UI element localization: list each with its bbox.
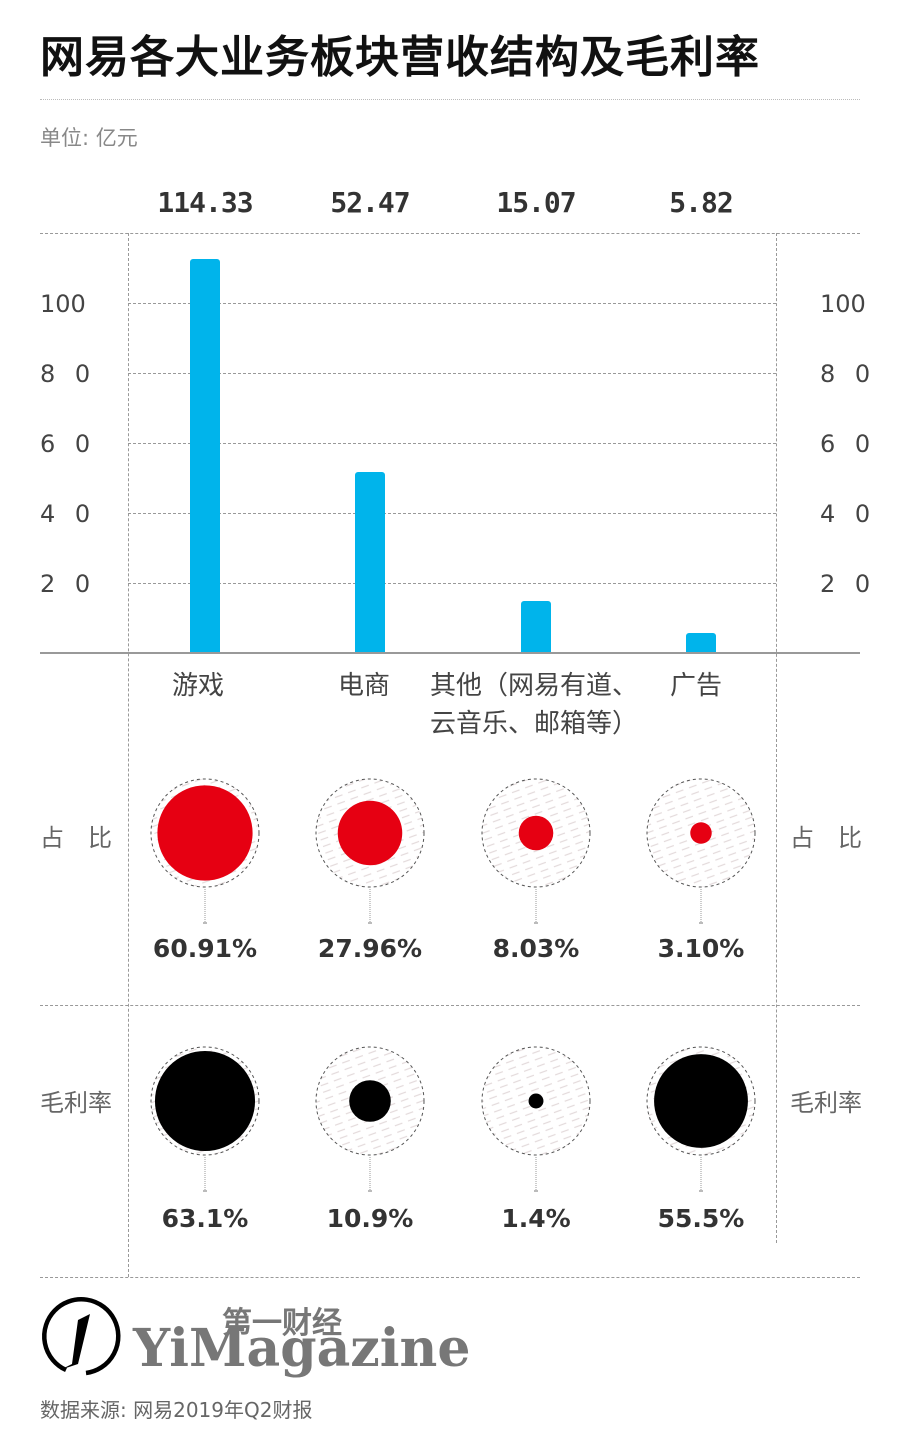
- y-tick-left: 100: [40, 290, 86, 318]
- row-label-share: 占 比: [40, 824, 112, 852]
- share-bubbles: [150, 778, 756, 924]
- bubble-value: [349, 1080, 391, 1122]
- y-tick-left: 2 0: [40, 570, 97, 598]
- logo-chinese-name: 第一财经: [222, 1306, 342, 1341]
- row-divider: [40, 1005, 860, 1006]
- share-value: 27.96%: [317, 934, 423, 963]
- bubble-value: [154, 1050, 256, 1152]
- bar-value-label: 5.82: [669, 186, 733, 219]
- bubble-value: [518, 815, 554, 851]
- y-tick-right: 6 0: [820, 430, 877, 458]
- y-tick-left: 8 0: [40, 360, 97, 388]
- gridline-20: [128, 583, 776, 584]
- bubble-value: [157, 785, 253, 881]
- y-tick-right: 100: [820, 290, 866, 318]
- row-label-margin-right: 毛利率: [790, 1089, 862, 1117]
- margin-value: 55.5%: [657, 1204, 745, 1233]
- x-axis-baseline: [40, 652, 860, 654]
- bar-value-label: 114.33: [157, 186, 253, 219]
- bottom-divider: [40, 1277, 860, 1278]
- y-tick-left: 4 0: [40, 500, 97, 528]
- bar-others: [521, 601, 551, 653]
- gridline-60: [128, 443, 776, 444]
- share-value: 3.10%: [657, 934, 745, 963]
- gridline-top: [40, 233, 860, 234]
- y-tick-right: 2 0: [820, 570, 877, 598]
- margin-value: 63.1%: [161, 1204, 249, 1233]
- bar-ecommerce: [355, 472, 385, 653]
- category-label: 广告: [670, 671, 723, 701]
- category-label: 电商: [338, 671, 391, 701]
- bubble-value: [690, 822, 712, 844]
- y-tick-left: 6 0: [40, 430, 97, 458]
- yimagazine-logo-icon: [42, 1297, 121, 1376]
- share-value: 8.03%: [492, 934, 580, 963]
- title-divider: [40, 99, 860, 100]
- left-frame-line: [128, 233, 129, 1277]
- margin-value: 10.9%: [326, 1204, 414, 1233]
- bubble-value: [528, 1093, 544, 1109]
- bubble-value: [654, 1054, 748, 1148]
- right-frame-line: [776, 233, 777, 1243]
- logo-english-name: YiMagazine: [133, 1318, 471, 1379]
- y-tick-right: 4 0: [820, 500, 877, 528]
- chart-title: 网易各大业务板块营收结构及毛利率: [40, 32, 760, 83]
- bar-value-label: 15.07: [496, 186, 576, 219]
- gridline-80: [128, 373, 776, 374]
- unit-label: 单位: 亿元: [40, 126, 138, 150]
- bar-advertising: [686, 633, 716, 653]
- data-source: 数据来源: 网易2019年Q2财报: [40, 1398, 313, 1422]
- bar-games: [190, 259, 220, 653]
- category-label: 游戏: [172, 671, 225, 701]
- category-label: 其他（网易有道、: [430, 671, 639, 701]
- gridline-100: [128, 303, 776, 304]
- margin-value: 1.4%: [501, 1204, 571, 1233]
- margin-bubbles: [150, 1046, 756, 1192]
- y-tick-right: 8 0: [820, 360, 877, 388]
- bubble-value: [337, 800, 403, 866]
- category-label-line2: 云音乐、邮箱等）: [430, 709, 639, 739]
- row-label-share-right: 占 比: [790, 824, 862, 852]
- bar-value-label: 52.47: [330, 186, 410, 219]
- gridline-40: [128, 513, 776, 514]
- share-value: 60.91%: [152, 934, 258, 963]
- row-label-margin: 毛利率: [40, 1089, 112, 1117]
